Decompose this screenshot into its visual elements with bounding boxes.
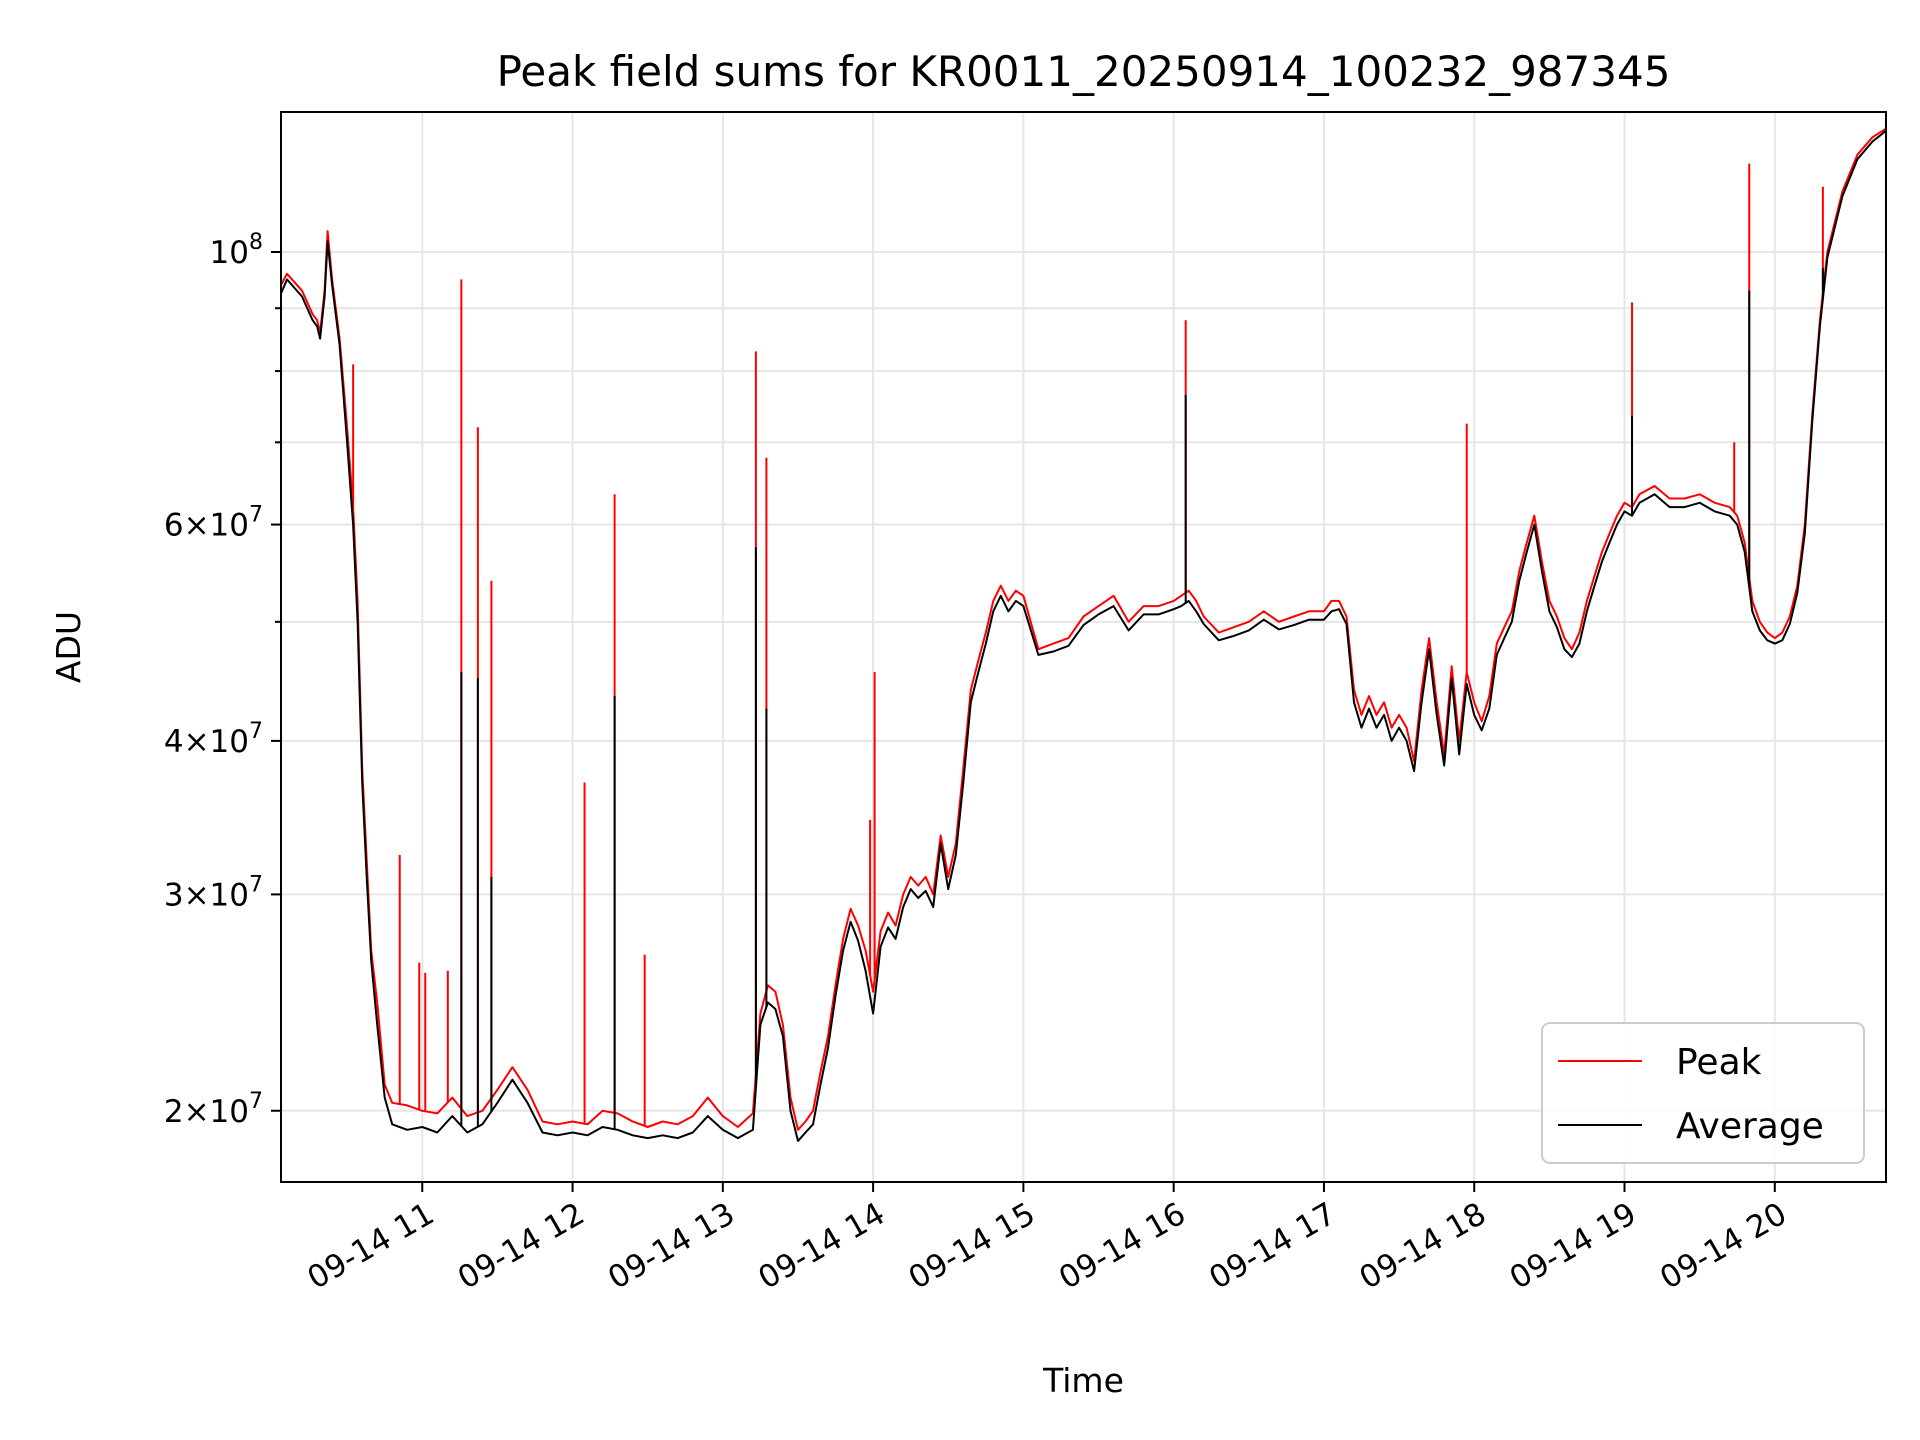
y-tick-exponent: 7 — [249, 719, 263, 744]
y-tick-label: 3×107 — [164, 872, 263, 913]
legend-label-peak: Peak — [1676, 1042, 1762, 1083]
y-tick-label: 4×107 — [164, 719, 263, 760]
y-tick-label: 6×107 — [164, 503, 263, 544]
series-layer — [281, 127, 1886, 1142]
x-axis-label: Time — [1042, 1361, 1124, 1400]
series-line-average — [281, 130, 1886, 1142]
y-tick-mantissa: 6×10 — [164, 508, 249, 544]
y-tick-exponent: 8 — [249, 230, 263, 255]
y-tick-mantissa: 2×10 — [164, 1094, 249, 1130]
y-tick-exponent: 7 — [249, 1089, 263, 1114]
y-tick-mantissa: 3×10 — [164, 877, 249, 913]
legend-label-average: Average — [1676, 1106, 1824, 1147]
chart-title: Peak field sums for KR0011_20250914_1002… — [497, 47, 1671, 96]
y-tick-exponent: 7 — [249, 872, 263, 897]
legend-box — [1541, 1022, 1865, 1164]
y-tick-label: 108 — [210, 230, 263, 271]
y-tick-exponent: 7 — [249, 503, 263, 528]
plot-frame — [280, 111, 1887, 1183]
y-tick-label: 2×107 — [164, 1089, 263, 1130]
legend: Peak Average — [1541, 1022, 1865, 1164]
series-line-peak — [281, 127, 1886, 1131]
y-axis-label: ADU — [49, 611, 88, 683]
y-tick-mantissa: 10 — [210, 235, 249, 271]
y-tick-mantissa: 4×10 — [164, 724, 249, 760]
